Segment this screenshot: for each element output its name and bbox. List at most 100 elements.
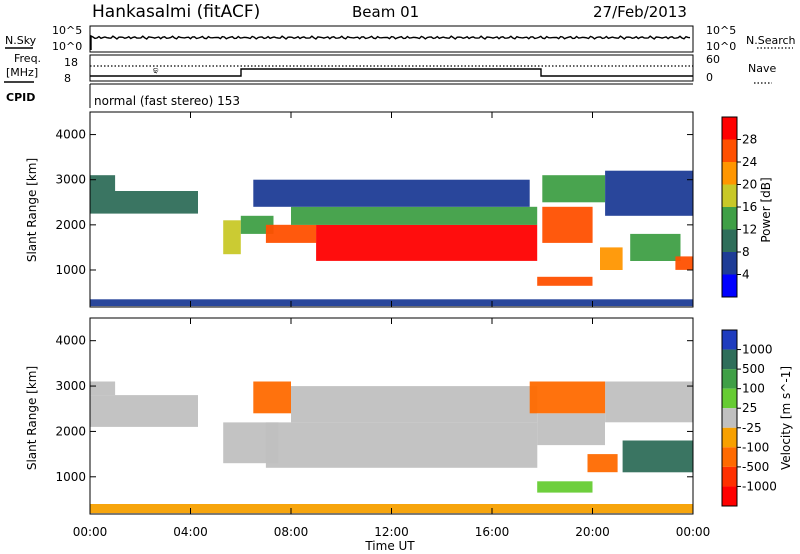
y-tick-label: 1000 [55,470,86,484]
heatmap-cell [537,413,605,446]
freq-panel: ଢ Freq. [MHz] 18 8 60 0 Nave [4,52,776,85]
velocity-colorbar-label: Velocity [m s^-1] [779,366,793,470]
cpid-label: CPID [6,91,35,104]
y-tick-label: 2000 [55,424,86,438]
colorbar-swatch [722,274,737,297]
heatmap-cell [265,224,317,243]
y-tick-label: 3000 [55,379,86,393]
nave-tick-low: 0 [706,71,713,84]
nsky-panel: N.Sky 10^5 10^0 10^5 10^0 N.Search [5,24,796,53]
station-title: Hankasalmi (fitACF) [92,2,260,22]
heatmap-cell [316,224,538,261]
x-tick-label: 12:00 [374,525,409,539]
power-panel: 1000 2000 3000 4000 Slant Range [km] [25,111,694,308]
heatmap-cell [630,233,681,261]
heatmap-cell [605,381,693,423]
nsky-label: N.Sky [5,34,37,47]
heatmap-cell [253,381,291,414]
y-tick-label: 1000 [55,263,86,277]
colorbar-tick-label: 20 [742,178,757,192]
colorbar-tick-label: 28 [742,133,757,147]
heatmap-cell [253,179,530,207]
velocity-y-ticks: 1000 2000 3000 4000 [55,334,693,484]
heatmap-cell [291,206,538,225]
colorbar-tick-label: 100 [742,382,765,396]
velocity-y-axis-label: Slant Range [km] [25,366,39,470]
nsky-tick-low: 10^0 [52,40,82,53]
heatmap-cell [542,175,606,203]
power-heatmap-cells [90,170,693,307]
x-tick-label: 00:00 [73,525,108,539]
heatmap-cell [587,454,618,473]
nsky-tick-high: 10^5 [52,24,82,37]
y-tick-label: 2000 [55,218,86,232]
colorbar-swatch [722,427,737,448]
heatmap-cell [240,215,274,234]
nave-tick-high: 60 [706,53,720,66]
heatmap-cell [90,175,116,191]
colorbar-tick-label: 24 [742,155,757,169]
colorbar-frame [721,329,738,507]
colorbar-swatch [722,447,737,467]
heatmap-cell [675,256,693,270]
x-tick-label: 04:00 [173,525,208,539]
freq-label-line1: Freq. [14,52,41,65]
colorbar-swatch [722,139,737,162]
colorbar-swatch [722,207,737,230]
heatmap-cell [90,381,116,396]
heatmap-cell [605,170,693,216]
velocity-heatmap-cells [90,381,693,514]
beam-title: Beam 01 [352,3,419,21]
x-tick-label: 08:00 [274,525,309,539]
x-tick-label: 20:00 [575,525,610,539]
x-tick-label: 00:00 [676,525,711,539]
colorbar-tick-label: 12 [742,223,757,237]
colorbar-swatch [722,486,737,506]
heatmap-cell [529,381,606,414]
y-tick-label: 4000 [55,334,86,348]
power-colorbar: 4 8 12 16 20 24 28 [721,116,757,298]
heatmap-cell [90,395,198,427]
heatmap-cell [90,191,198,214]
time-x-ticks: 00:00 04:00 08:00 12:00 16:00 20:00 00:00 [73,112,711,539]
heatmap-cell [542,206,593,243]
heatmap-cell [622,440,693,473]
cpid-text: normal (fast stereo) 153 [94,94,240,108]
colorbar-tick-label: 25 [742,401,757,415]
colorbar-swatch [722,330,737,350]
x-tick-label: 16:00 [475,525,510,539]
colorbar-tick-label: 4 [742,268,750,282]
colorbar-swatch [722,252,737,275]
freq-glitch-marker: ଢ [153,66,159,75]
colorbar-tick-label: 500 [742,362,765,376]
nave-label: Nave [748,62,776,75]
power-y-axis-label: Slant Range [km] [25,158,39,262]
nsky-line [90,34,691,50]
colorbar-swatch [722,388,737,409]
date-title: 27/Feb/2013 [593,3,687,21]
colorbar-tick-label: -1000 [742,479,777,493]
colorbar-swatch [722,184,737,207]
colorbar-tick-label: 8 [742,245,750,259]
colorbar-swatch [722,229,737,252]
freq-tick-high: 18 [64,56,78,69]
power-y-ticks: 1000 2000 3000 4000 [55,128,693,277]
heatmap-cell [265,422,538,468]
heatmap-cell [537,276,593,286]
cpid-panel: CPID normal (fast stereo) 153 [6,83,693,108]
colorbar-tick-label: 16 [742,200,757,214]
heatmap-cell [291,386,538,423]
nsearch-tick-low: 10^0 [706,40,736,53]
heatmap-cell [537,481,593,493]
power-colorbar-label: Power [dB] [759,177,773,242]
y-tick-label: 3000 [55,173,86,187]
heatmap-cell [600,247,623,270]
y-tick-label: 4000 [55,128,86,142]
colorbar-swatch [722,349,737,370]
heatmap-cell [223,220,241,255]
nsearch-tick-high: 10^5 [706,24,736,37]
freq-label-line2: [MHz] [6,66,38,79]
colorbar-tick-label: -25 [742,421,762,435]
